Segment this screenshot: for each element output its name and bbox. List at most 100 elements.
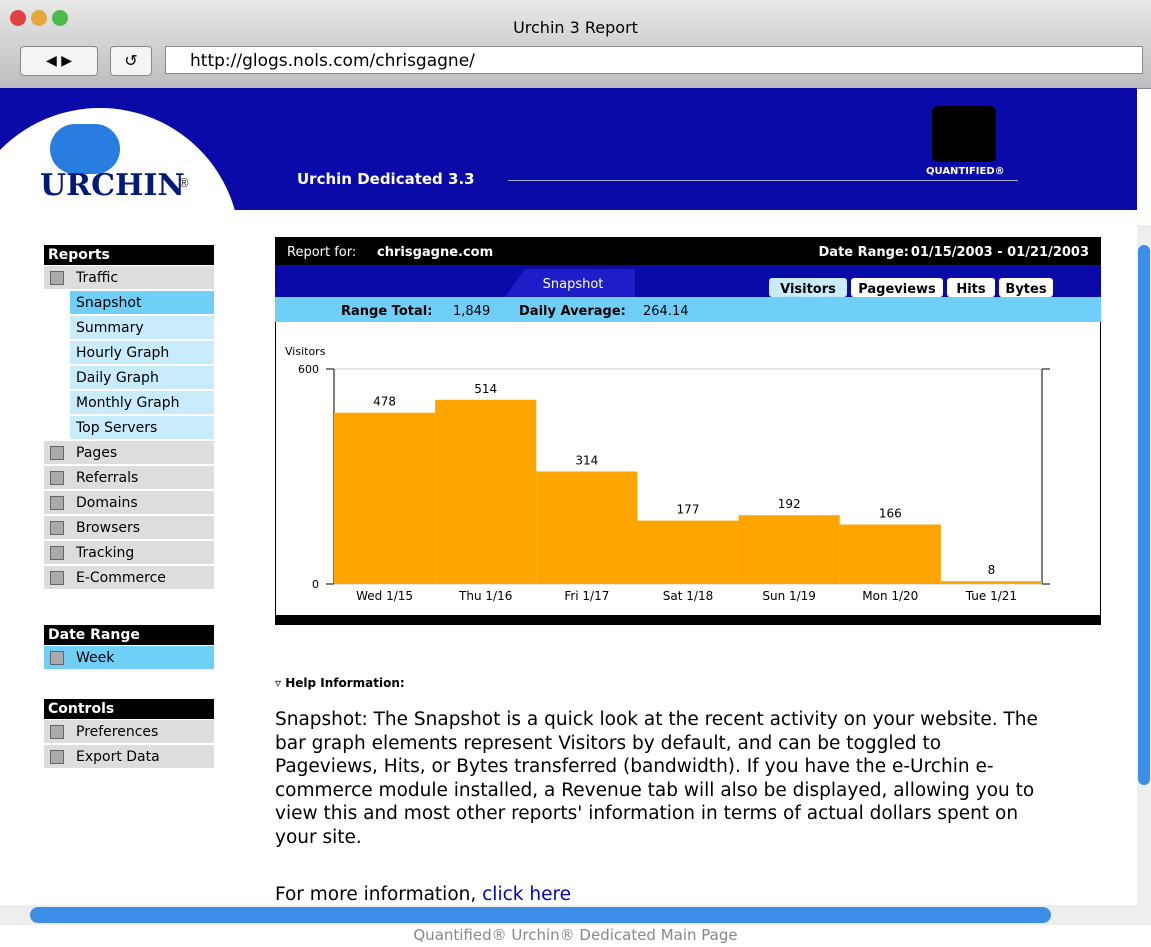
value-label: 192 [778,497,801,511]
nav-item-label: Browsers [76,520,140,536]
tab-label: Visitors [780,282,836,297]
date-range-label: Date Range: [819,245,909,260]
y-axis-label: Visitors [285,345,326,358]
nav-item-label: Pages [76,445,117,461]
nav-item[interactable]: Browsers [44,516,214,540]
nav-item[interactable]: Export Data [44,745,214,769]
nav-item-label: Tracking [76,545,134,561]
x-tick-label: Sun 1/19 [762,589,816,603]
range-total: 1,849 [453,304,490,319]
section-title: Controls [44,699,214,719]
tab-label: Bytes [1005,282,1046,297]
x-tick-label: Wed 1/15 [356,589,413,603]
sub-item-label: Top Servers [76,420,157,436]
sub-item-label: Daily Graph [76,370,159,386]
value-label: 166 [879,507,902,521]
sub-item[interactable]: Daily Graph [70,366,214,390]
logo-text: URCHIN [40,168,185,203]
help-text: Snapshot: The Snapshot is a quick look a… [275,708,1045,849]
bar [435,400,536,584]
browser-chrome: Urchin 3 Report ◀ ▶ ↺ http://glogs.nols.… [0,0,1151,89]
nav-icon [50,471,64,485]
nav-item-label: Referrals [76,470,138,486]
bar [536,471,637,584]
nav-icon [50,725,64,739]
footer-bar [275,615,1101,625]
bar [941,581,1042,584]
nav-item-label: E-Commerce [76,570,166,586]
nav-item[interactable]: Traffic [44,266,214,290]
nav-item[interactable]: Pages [44,441,214,465]
section-title: Reports [44,245,214,265]
sub-item[interactable]: Monthly Graph [70,391,214,415]
nav-icon [50,271,64,285]
site: chrisgagne.com [377,245,493,260]
logo-mark: ® [178,176,190,190]
tab-label: Pageviews [858,282,936,297]
help-link[interactable]: click here [482,884,571,905]
nav-item[interactable]: E-Commerce [44,566,214,590]
url: http://glogs.nols.com/chrisgagne/ [190,51,475,71]
nav-item[interactable]: Preferences [44,720,214,744]
help-title-text: Help Information: [285,676,405,690]
help-title[interactable]: ▿ Help Information: [275,676,405,690]
nav-item-label: Export Data [76,749,160,765]
range-total-label: Range Total: [341,304,432,319]
value-label: 478 [373,395,396,409]
active-tab[interactable]: Snapshot [543,277,604,292]
nav-item[interactable]: Week [44,646,214,670]
sub-item[interactable]: Hourly Graph [70,341,214,365]
date-range: 01/15/2003 - 01/21/2003 [911,245,1089,260]
bar [334,413,435,584]
nav-icon [50,521,64,535]
sub-item[interactable]: Top Servers [70,416,214,440]
section-title: Date Range [44,625,214,645]
horizontal-scrollbar[interactable] [0,905,1151,925]
address-bar[interactable]: http://glogs.nols.com/chrisgagne/ [165,46,1143,74]
product-name: Urchin Dedicated 3.3 [297,170,475,188]
x-tick-label: Thu 1/16 [458,589,512,603]
nav-icon [50,496,64,510]
nav-item-label: Domains [76,495,138,511]
y-tick-label: 600 [298,363,319,376]
sub-item-label: Hourly Graph [76,345,169,361]
nav-icon [50,546,64,560]
header-banner: URCHIN ® Urchin Dedicated 3.3 QUANTIFIED… [0,88,1137,210]
x-tick-label: Mon 1/20 [862,589,918,603]
window-title: Urchin 3 Report [0,18,1151,37]
nav-icon [50,651,64,665]
help-more: For more information, click here [275,884,571,905]
nav-item[interactable]: Domains [44,491,214,515]
sub-item-label: Summary [76,320,144,336]
nav-icon [50,750,64,764]
nav-item-label: Traffic [76,270,118,286]
sub-item-label: Monthly Graph [76,395,179,411]
sub-item-label: Snapshot [76,295,141,311]
value-label: 177 [677,503,700,517]
content: URCHIN ® Urchin Dedicated 3.3 QUANTIFIED… [0,88,1137,905]
back-forward[interactable]: ◀ ▶ [20,46,98,76]
nav-icon [50,446,64,460]
page: Urchin 3 Report ◀ ▶ ↺ http://glogs.nols.… [0,0,1151,947]
y-tick-label: 0 [312,578,319,591]
nav-item[interactable]: Referrals [44,466,214,490]
daily-average: 264.14 [643,304,689,319]
nav-icon [50,571,64,585]
nav-item-label: Week [76,650,114,666]
brand: QUANTIFIED® [926,166,1005,177]
x-tick-label: Fri 1/17 [564,589,609,603]
value-label: 514 [474,382,497,396]
bar [637,521,738,584]
vertical-scrollbar[interactable] [1137,225,1151,905]
x-tick-label: Tue 1/21 [965,589,1017,603]
daily-average-label: Daily Average: [519,304,626,319]
report-for-label: Report for: [287,245,356,260]
nav-item-label: Preferences [76,724,158,740]
reload-button[interactable]: ↺ [110,46,152,76]
more-text: For more information, [275,884,476,905]
nav-item[interactable]: Tracking [44,541,214,565]
bar [739,515,840,584]
sub-item[interactable]: Summary [70,316,214,340]
sub-item[interactable]: Snapshot [70,291,214,315]
tab-label: Hits [956,282,986,297]
